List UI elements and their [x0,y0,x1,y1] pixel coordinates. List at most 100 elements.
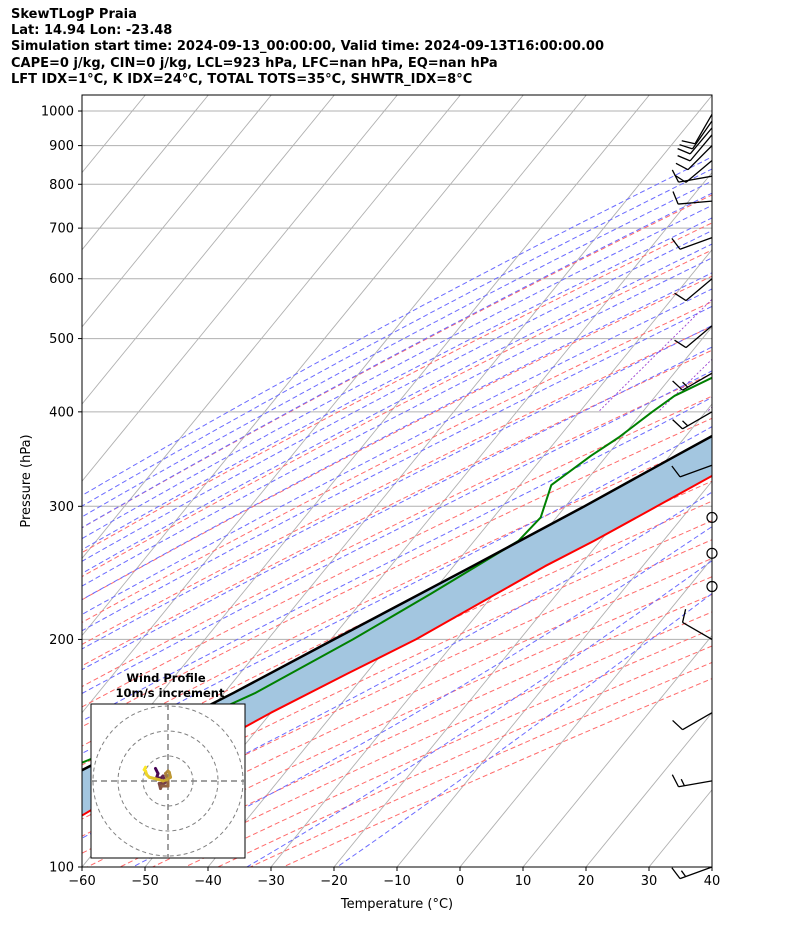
x-tick-label: 0 [456,874,464,889]
x-tick-label: −60 [68,874,95,889]
hodograph-title: Wind Profile [126,671,206,685]
wind-barb-flag [672,191,679,205]
isotherm-line [82,95,461,560]
x-tick-label: 10 [515,874,532,889]
moist-adiabat-line [82,491,712,839]
wind-barb-calm-circle [706,511,718,524]
hodograph-inset [90,703,246,859]
wind-barb-flag [681,609,687,623]
wind-barb-flag [671,238,681,250]
chart-title: SkewTLogP Praia [11,7,137,22]
wind-barb-shaft [682,372,713,391]
x-tick-label: −10 [383,874,410,889]
moist-adiabat-line [82,426,712,755]
wind-barb [706,547,718,559]
wind-barb-flag [672,419,683,430]
y-tick-label: 400 [49,405,74,420]
isotherm-line [207,249,712,867]
wind-barb-flag [672,719,683,731]
chart-header: SkewTLogP Praia Lat: 14.94 Lon: -23.48 S… [11,7,604,88]
moist-adiabat-line [82,370,712,695]
dry-adiabat-line [82,275,712,601]
wind-barbs-layer [671,113,718,880]
y-tick-label: 300 [49,500,74,515]
wind-barb-flag [671,867,681,880]
hodograph-plot-area [91,704,245,858]
wind-barb-shaft [689,134,713,162]
isotherm-line [775,95,794,867]
wind-barb [679,120,713,150]
wind-barb [671,237,713,250]
wind-barb-shaft [682,621,713,640]
isotherm-line [82,95,272,328]
wind-barb-shaft [685,325,713,349]
moist-adiabat-line [132,525,712,867]
isotherm-line [396,480,712,867]
moist-adiabat-line [82,180,712,518]
wind-barb-half-flag [680,778,686,787]
wind-barb [674,160,713,183]
dry-adiabat-line [82,539,712,837]
dry-adiabat-line [82,194,712,529]
wind-barb-shaft [679,464,713,478]
isotherm-line [333,403,712,867]
hodograph-subtitle: 10m/s increment [116,686,225,700]
wind-barb-calm-circle [706,547,718,559]
wind-barb-shaft [678,200,713,205]
wind-barb-flag [677,148,691,155]
isotherm-line [144,171,712,867]
y-tick-label: 700 [49,222,74,237]
wind-barb-shaft [691,120,713,150]
moist-adiabat-line [82,272,712,601]
x-tick-label: 20 [578,874,595,889]
wind-barb [671,774,713,788]
plot-frame-layer: −60 −50 −40 −30 −20 −10 0 10 20 30 40 100 200 300 400 5… [41,94,721,889]
wind-barb [674,325,713,349]
y-tick-label: 500 [49,332,74,347]
wind-barb [671,866,713,880]
wind-barb-flag [677,154,691,162]
wind-barb [706,511,718,524]
x-tick-label: −30 [257,874,284,889]
wind-barb [681,113,713,145]
x-tick-label: 40 [704,874,721,889]
parcel-parameters: CAPE=0 j/kg, CIN=0 j/kg, LCL=923 hPa, LF… [11,55,498,71]
y-tick-label: 900 [49,139,74,154]
wind-barb-flag [671,465,681,478]
wind-barb-shaft [689,127,713,155]
wind-barb-shaft [685,278,713,302]
wind-barb-shaft [687,145,713,171]
dry-adiabat-line [82,439,712,747]
moist-adiabat-line [82,230,712,562]
wind-barb [675,145,713,171]
wind-barb [677,134,713,162]
wind-barb [672,372,713,391]
hodograph-trace-segment [142,765,147,772]
mixing-ratio-line [706,406,712,413]
isotherm-line [82,95,524,637]
dry-adiabat-line [82,325,712,645]
x-tick-label: −40 [194,874,221,889]
isotherm-line [82,95,209,251]
moist-adiabat-line [82,288,712,616]
mixing-ratio-line [657,358,712,413]
wind-barb-flag [671,774,680,788]
wind-barb-half-flag [680,870,687,877]
y-tick-label: 1000 [41,105,74,120]
wind-barb-flag [674,339,687,349]
dry-adiabat-line [82,349,712,667]
wind-barb-half-flag [682,420,689,427]
wind-barb-flag [675,162,689,171]
dewpoint-series-line [82,376,712,764]
y-tick-label: 800 [49,178,74,193]
dry-adiabat-line [82,301,712,623]
dry-adiabat-line [282,678,712,867]
dry-adiabat-line [82,500,712,802]
x-axis-label: Temperature (°C) [340,897,453,912]
y-tick-label: 200 [49,633,74,648]
wind-barb-half-flag [682,381,689,388]
hodograph-ring [117,730,219,832]
wind-barb-calm-circle [706,580,718,593]
stability-indices: LFT IDX=1°C, K IDX=24°C, TOTAL TOTS=35°C… [11,71,473,87]
